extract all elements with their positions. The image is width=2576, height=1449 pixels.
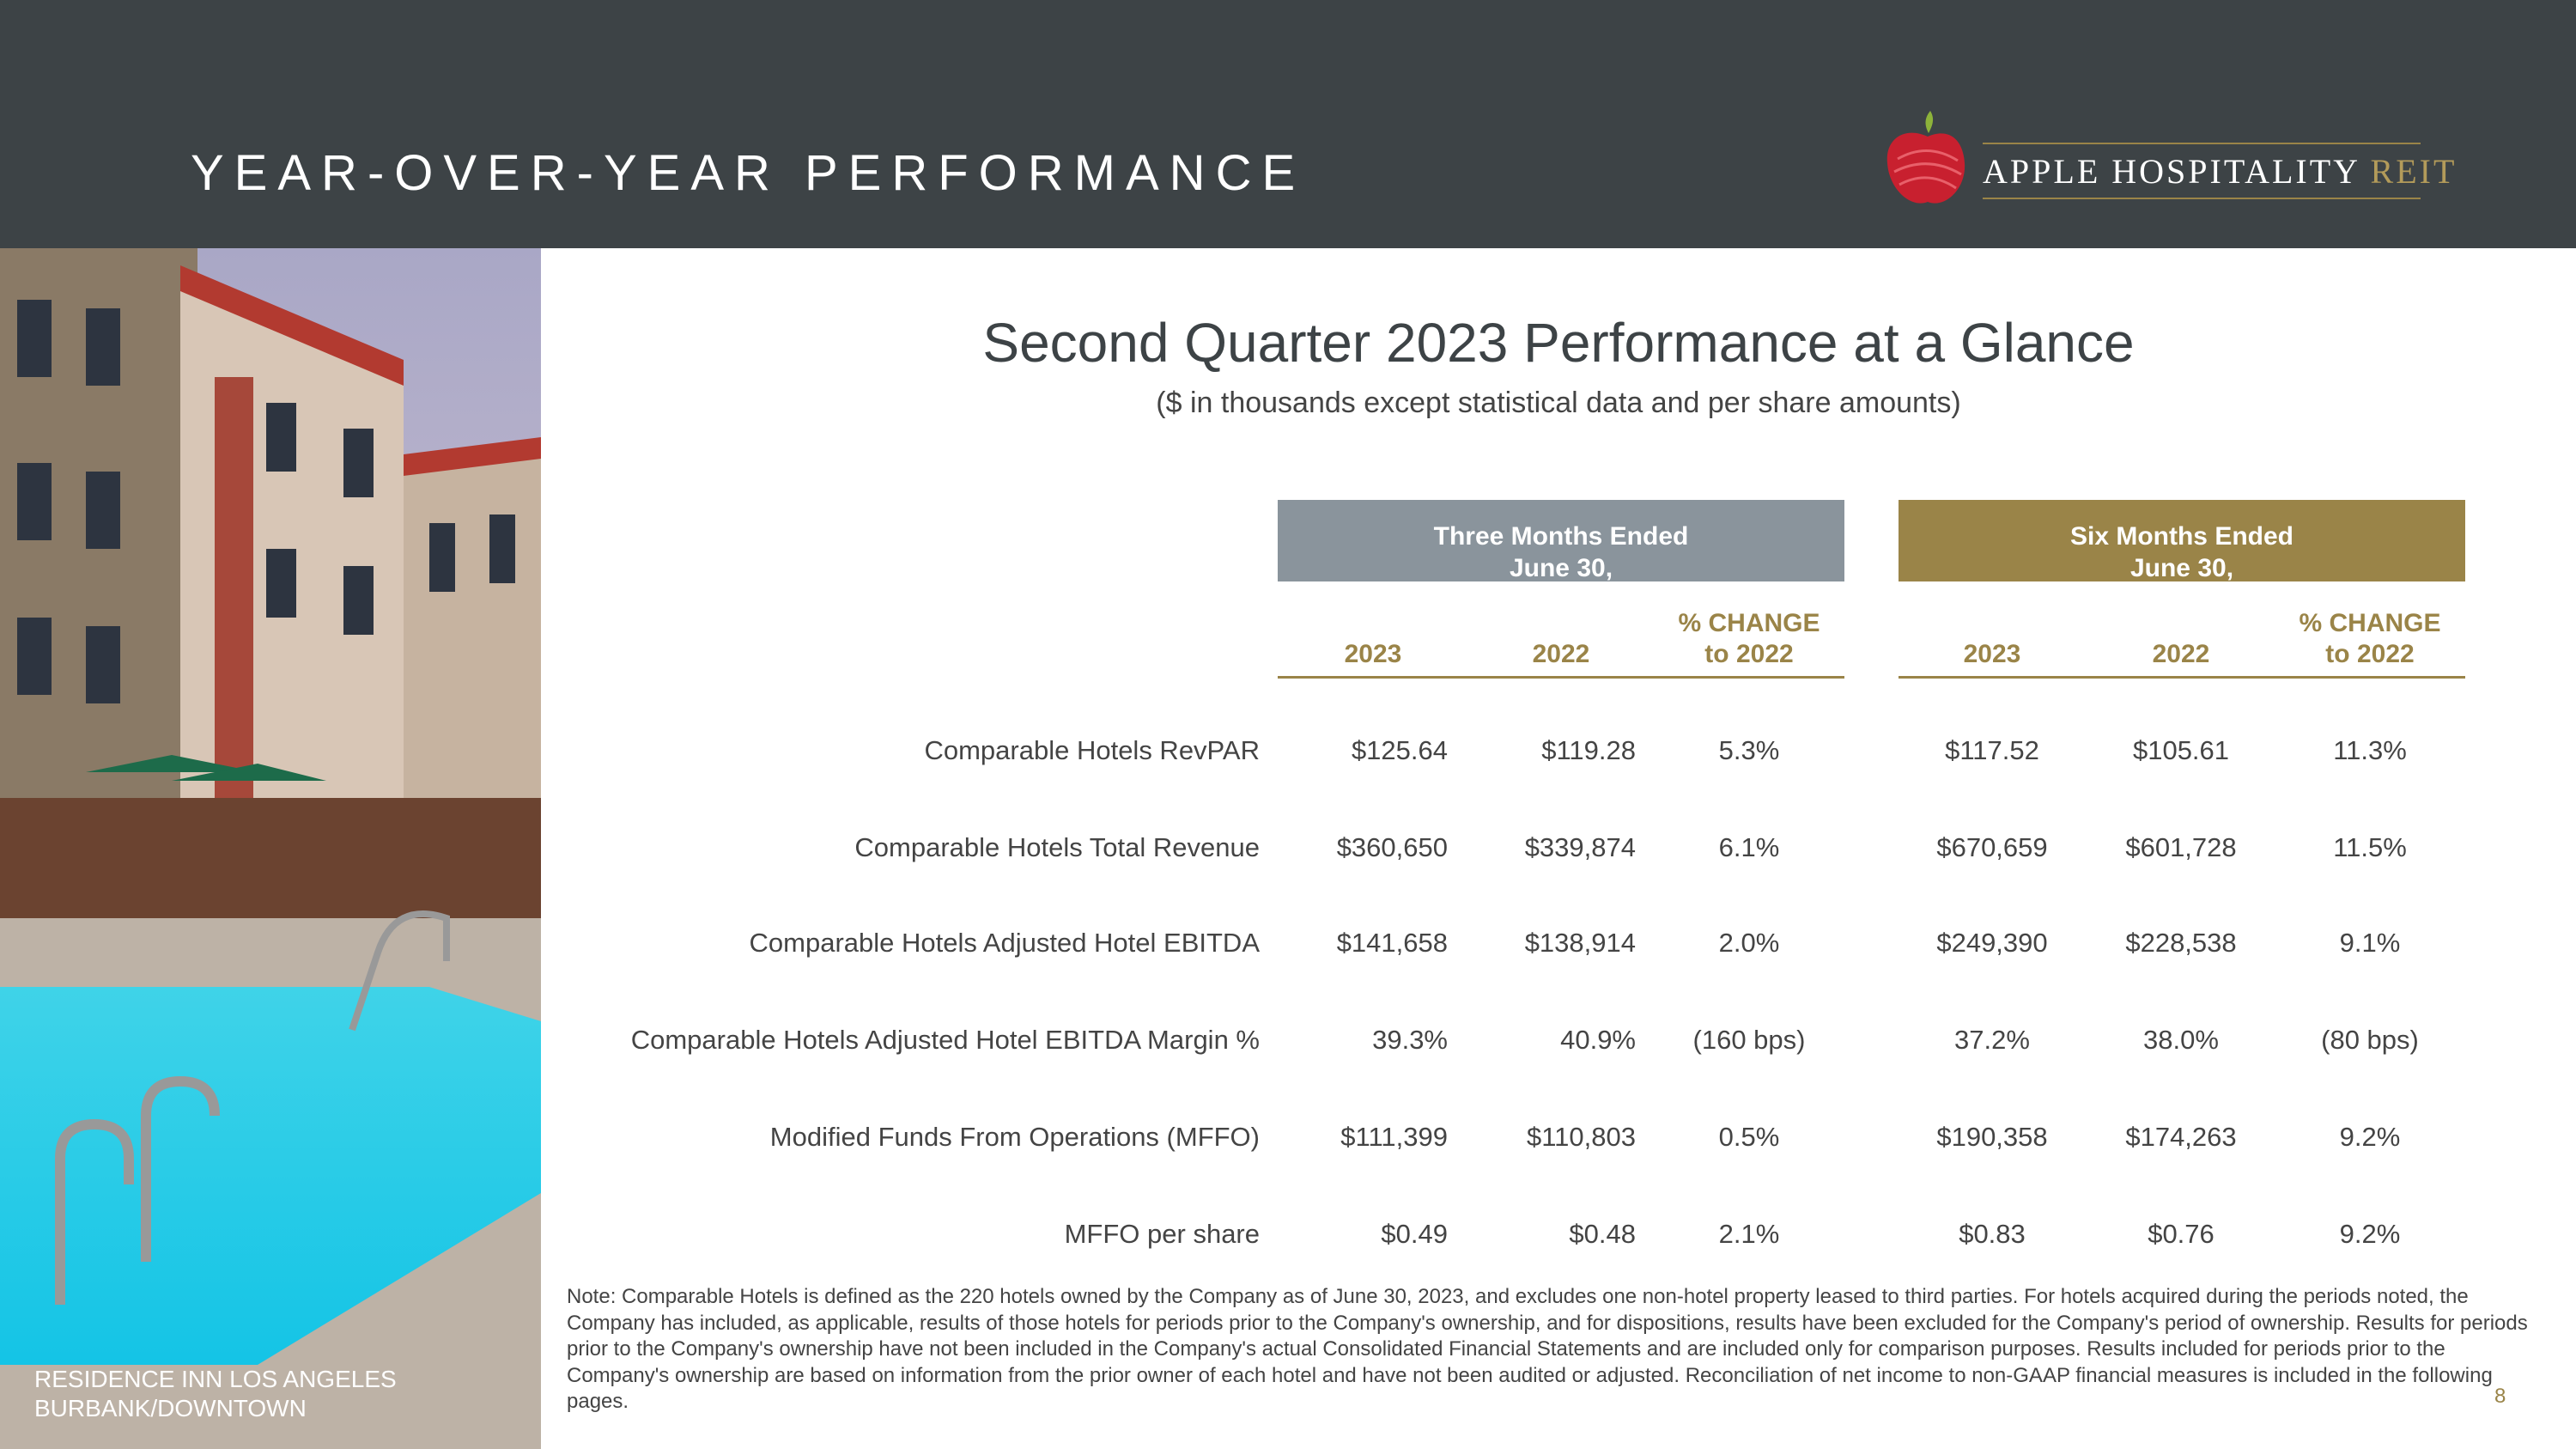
cell-value: (160 bps): [1692, 1025, 1806, 1055]
header-bar: [0, 0, 2576, 248]
cell-value: $670,659: [1936, 832, 2048, 862]
group-title: June 30,: [1509, 554, 1613, 582]
cell-value: 39.3%: [1372, 1025, 1448, 1055]
row-label: MFFO per share: [1064, 1219, 1260, 1249]
photo-caption: RESIDENCE INN LOS ANGELES: [34, 1366, 397, 1392]
group-title: June 30,: [2129, 554, 2234, 582]
cell-value: $119.28: [1541, 735, 1636, 765]
cell-value: $117.52: [1945, 735, 2039, 765]
cell-value: 2.1%: [1718, 1219, 1780, 1249]
subheading: ($ in thousands except statistical data …: [1156, 387, 1961, 419]
cell-value: $0.76: [2148, 1219, 2215, 1249]
logo-icon: [1886, 111, 1965, 204]
row-label: Modified Funds From Operations (MFFO): [769, 1122, 1260, 1152]
logo-rule: [1983, 143, 2421, 144]
page-number: 8: [2494, 1385, 2506, 1408]
column-header: 2023: [1344, 640, 1402, 668]
footnote: Note: Comparable Hotels is defined as th…: [567, 1285, 2528, 1413]
column-header: 2022: [2152, 640, 2210, 668]
heading: Second Quarter 2023 Performance at a Gla…: [982, 312, 2135, 374]
cell-value: $339,874: [1524, 832, 1636, 862]
cell-value: $249,390: [1936, 928, 2048, 958]
cell-value: $141,658: [1336, 928, 1448, 958]
cell-value: 6.1%: [1718, 832, 1780, 862]
hotel-photo: [0, 248, 541, 1449]
row-label: Comparable Hotels Adjusted Hotel EBITDA …: [630, 1025, 1260, 1055]
logo-text: APPLE HOSPITALITY REIT: [1983, 151, 2457, 192]
cell-value: (80 bps): [2321, 1025, 2419, 1055]
cell-value: 0.5%: [1718, 1122, 1780, 1152]
cell-value: 11.5%: [2333, 832, 2407, 862]
cell-value: 11.3%: [2333, 735, 2407, 765]
row-label: Comparable Hotels Adjusted Hotel EBITDA: [749, 928, 1260, 958]
group-header: Six Months Ended June 30,: [1899, 500, 2465, 582]
group-header: Three Months Ended June 30,: [1278, 500, 1844, 582]
column-header: 2023: [1963, 640, 2021, 668]
cell-value: $0.48: [1569, 1219, 1636, 1249]
column-header: to 2022: [1704, 640, 1794, 668]
cell-value: 9.2%: [2339, 1122, 2401, 1152]
cell-value: 5.3%: [1718, 735, 1780, 765]
cell-value: 37.2%: [1954, 1025, 2030, 1055]
group-title: Three Months Ended: [1433, 522, 1689, 551]
cell-value: $0.83: [1959, 1219, 2026, 1249]
cell-value: $111,399: [1340, 1122, 1448, 1152]
cell-value: 2.0%: [1718, 928, 1780, 958]
cell-value: $110,803: [1527, 1122, 1636, 1152]
cell-value: $174,263: [2125, 1122, 2237, 1152]
photo-caption: BURBANK/DOWNTOWN: [34, 1395, 307, 1422]
header-rule: [1278, 676, 1844, 679]
logo-suffix: REIT: [2370, 152, 2458, 191]
logo-rule: [1983, 198, 2421, 199]
column-header: to 2022: [2325, 640, 2415, 668]
header-rule: [1899, 676, 2465, 679]
cell-value: $601,728: [2125, 832, 2237, 862]
row-label: Comparable Hotels Total Revenue: [854, 832, 1260, 862]
column-header: % CHANGE: [2299, 609, 2441, 637]
row-label: Comparable Hotels RevPAR: [924, 735, 1260, 765]
slide-title: YEAR-OVER-YEAR PERFORMANCE: [191, 145, 1306, 201]
logo-name: APPLE HOSPITALITY: [1983, 152, 2360, 191]
cell-value: $105.61: [2132, 735, 2230, 765]
cell-value: $138,914: [1524, 928, 1636, 958]
cell-value: 40.9%: [1560, 1025, 1636, 1055]
cell-value: $360,650: [1336, 832, 1448, 862]
column-header: % CHANGE: [1678, 609, 1820, 637]
cell-value: 9.1%: [2339, 928, 2401, 958]
cell-value: 38.0%: [2143, 1025, 2219, 1055]
cell-value: 9.2%: [2339, 1219, 2401, 1249]
column-header: 2022: [1532, 640, 1590, 668]
cell-value: $190,358: [1936, 1122, 2048, 1152]
cell-value: $0.49: [1381, 1219, 1448, 1249]
cell-value: $125.64: [1351, 735, 1448, 765]
group-title: Six Months Ended: [2069, 522, 2293, 551]
cell-value: $228,538: [2125, 928, 2237, 958]
